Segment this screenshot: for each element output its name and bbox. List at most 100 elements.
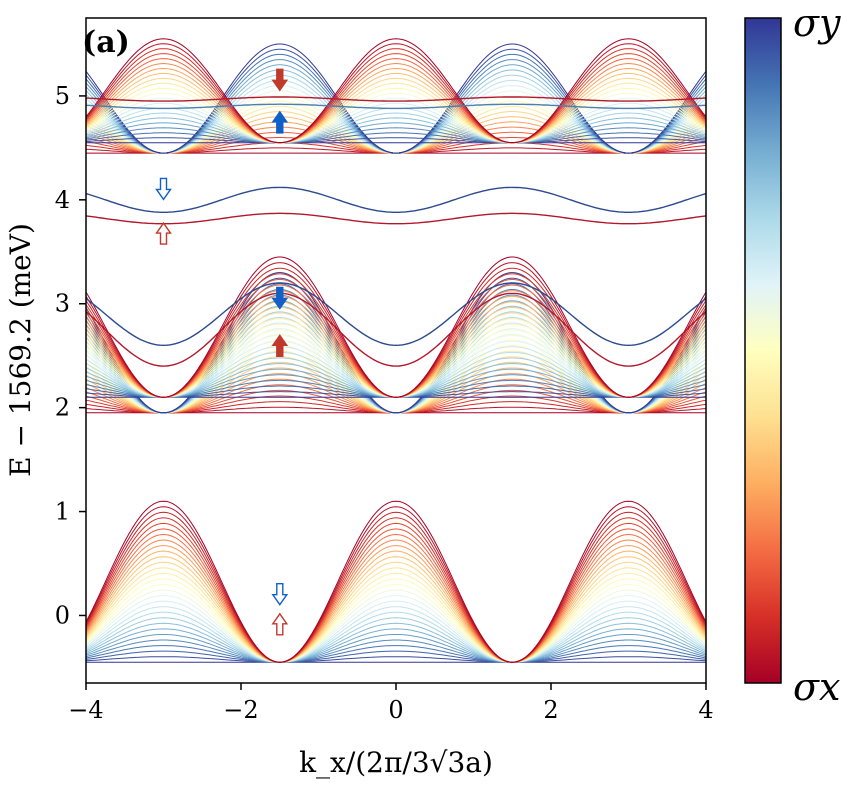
y-tick-label: 0 <box>55 601 70 629</box>
y-tick-label: 2 <box>55 394 70 422</box>
x-ticks: −4 −2 0 2 4 <box>68 683 714 724</box>
spin-arrow-up <box>155 221 172 245</box>
band-line <box>86 528 706 663</box>
band-line <box>86 97 706 144</box>
band-line <box>86 583 706 663</box>
y-tick-label: 5 <box>55 82 70 110</box>
band-line <box>86 72 706 144</box>
band-line <box>86 634 706 663</box>
band-line <box>86 361 706 414</box>
band-line <box>86 517 706 663</box>
band-line <box>86 290 706 398</box>
band-line <box>86 301 706 398</box>
band-line <box>86 567 706 663</box>
band-line <box>86 595 706 663</box>
spin-arrow-up <box>271 334 289 357</box>
x-tick-label: 4 <box>698 696 713 724</box>
band-line <box>86 67 706 144</box>
band-line <box>86 628 706 663</box>
band-line <box>86 600 706 663</box>
band-line <box>86 267 706 398</box>
colorbar-bottom-label: σx <box>793 665 840 709</box>
band-line <box>86 82 706 144</box>
band-line <box>86 79 706 154</box>
band-line <box>86 500 706 663</box>
edge-state-line <box>86 282 706 347</box>
band-line <box>86 367 706 414</box>
band-line <box>86 617 706 663</box>
band-line <box>86 539 706 663</box>
band-line <box>86 345 706 414</box>
colorbar-top-label: σy <box>793 1 841 45</box>
band-line <box>86 132 706 144</box>
spin-arrow-down <box>271 286 289 310</box>
band-line <box>86 53 706 144</box>
band-line <box>86 323 706 398</box>
band-line <box>86 589 706 663</box>
band-line <box>86 256 706 398</box>
edge-state-line <box>86 212 706 225</box>
band-line <box>86 356 706 414</box>
band-line <box>86 116 706 154</box>
spin-arrow-up <box>271 612 289 636</box>
band-line <box>86 122 706 144</box>
band-line <box>86 550 706 663</box>
band-line <box>86 307 706 398</box>
band-line <box>86 556 706 663</box>
edge-state-line <box>86 96 706 102</box>
band-line <box>86 284 706 398</box>
band-line <box>86 77 706 144</box>
band-line <box>86 533 706 663</box>
band-line <box>86 322 706 414</box>
spin-arrow-up <box>271 110 289 134</box>
y-ticks: 0 1 2 3 4 5 <box>55 82 86 629</box>
band-line <box>86 561 706 663</box>
y-tick-label: 3 <box>55 290 70 318</box>
band-line <box>86 279 706 398</box>
x-tick-label: 2 <box>543 696 558 724</box>
band-line <box>86 317 706 414</box>
band-line <box>86 92 706 144</box>
band-line <box>86 58 706 144</box>
x-tick-label: 0 <box>388 696 403 724</box>
spin-arrow-down <box>155 177 172 201</box>
band-line <box>86 346 706 398</box>
y-tick-label: 1 <box>55 498 70 526</box>
band-line <box>86 69 706 154</box>
spin-arrow-down <box>271 583 289 606</box>
band-line <box>86 127 706 144</box>
band-line <box>86 578 706 663</box>
band-line <box>86 606 706 663</box>
band-line <box>86 522 706 663</box>
band-line <box>86 350 706 414</box>
colorbar-gradient <box>744 17 782 684</box>
edge-state-line <box>86 292 706 367</box>
x-tick-label: −2 <box>223 696 258 724</box>
band-line <box>86 117 706 144</box>
band-line <box>86 511 706 663</box>
spin-arrow-down <box>271 68 289 92</box>
band-line <box>86 137 706 144</box>
band-line <box>86 328 706 414</box>
band-line <box>86 611 706 663</box>
edge-state-line <box>86 186 706 213</box>
x-tick-label: −4 <box>68 696 103 724</box>
band-line <box>86 273 706 398</box>
band-line <box>86 262 706 398</box>
band-line <box>86 318 706 398</box>
band-line <box>86 312 706 398</box>
band-line <box>86 38 706 144</box>
band-line <box>86 645 706 663</box>
band-line <box>86 340 706 398</box>
band-line <box>86 656 706 663</box>
band-line <box>86 650 706 663</box>
spin-arrows <box>155 68 289 636</box>
edge-state-line <box>86 103 706 110</box>
band-line <box>86 333 706 414</box>
band-line <box>86 545 706 663</box>
band-line <box>86 62 706 144</box>
x-axis-label: k_x/(2π/3√3a) <box>299 746 493 779</box>
edge-state-lines <box>86 96 706 367</box>
band-line <box>86 506 706 663</box>
